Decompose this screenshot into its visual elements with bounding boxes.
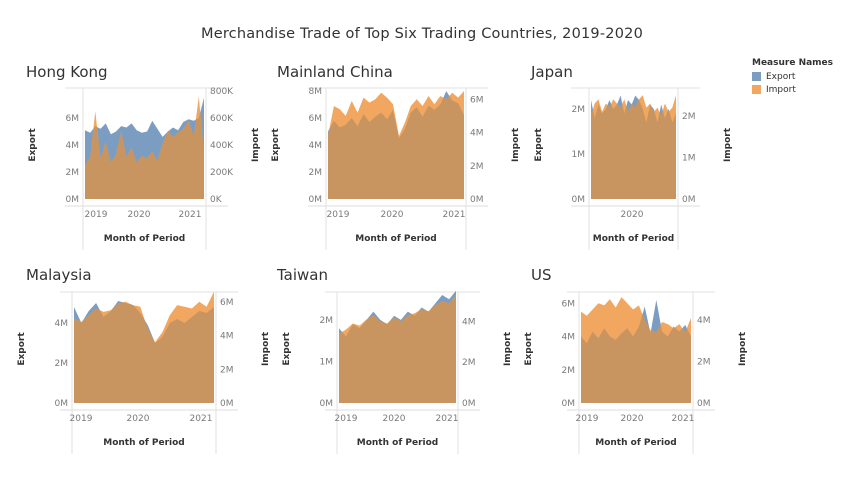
y-left-title-us: Export [524, 332, 534, 366]
y-right-tick-mainland-china-3: 6M [470, 95, 484, 105]
y-right-tick-us-0: 0M [697, 399, 711, 409]
x-tick-us-2: 2021 [672, 414, 695, 424]
y-left-tick-us-0: 0M [562, 399, 576, 409]
y-left-tick-us-3: 6M [562, 299, 576, 309]
y-right-tick-hong-kong-0: 0K [210, 195, 223, 205]
y-right-tick-japan-0: 0M [682, 195, 696, 205]
x-tick-hong-kong-1: 2020 [128, 210, 151, 220]
y-right-tick-us-1: 2M [697, 357, 711, 367]
y-right-tick-malaysia-0: 0M [220, 399, 234, 409]
y-left-tick-us-1: 2M [562, 366, 576, 376]
x-tick-hong-kong-2: 2021 [179, 210, 202, 220]
y-left-tick-hong-kong-3: 6M [66, 114, 80, 124]
x-title-malaysia: Month of Period [103, 438, 184, 448]
y-right-tick-malaysia-1: 2M [220, 365, 234, 375]
y-right-tick-taiwan-0: 0M [462, 399, 476, 409]
legend-label-export: Export [766, 71, 796, 82]
y-left-tick-mainland-china-0: 0M [309, 195, 323, 205]
x-tick-taiwan-2: 2021 [436, 414, 459, 424]
y-right-title-taiwan: Import [503, 331, 513, 366]
x-tick-taiwan-0: 2019 [335, 414, 358, 424]
x-tick-mainland-china-2: 2021 [443, 210, 466, 220]
y-right-tick-malaysia-3: 6M [220, 298, 234, 308]
overlap-area-malaysia [74, 301, 214, 403]
y-right-tick-japan-2: 2M [682, 112, 696, 122]
x-tick-mainland-china-1: 2020 [381, 210, 404, 220]
y-right-tick-us-2: 4M [697, 316, 711, 326]
panel-title-taiwan: Taiwan [277, 266, 329, 284]
x-title-japan: Month of Period [593, 234, 674, 244]
overlap-area-us [581, 300, 691, 403]
y-left-tick-mainland-china-3: 6M [309, 114, 323, 124]
y-right-title-japan: Import [723, 127, 733, 162]
y-left-tick-hong-kong-2: 4M [66, 141, 80, 151]
legend: Measure Names Export Import [752, 58, 833, 96]
y-left-title-hong-kong: Export [28, 128, 38, 162]
y-left-title-malaysia: Export [17, 332, 27, 366]
y-left-tick-malaysia-1: 2M [55, 359, 69, 369]
chart-title: Merchandise Trade of Top Six Trading Cou… [200, 26, 643, 42]
panel-title-hong-kong: Hong Kong [26, 63, 108, 81]
y-left-tick-hong-kong-0: 0M [66, 195, 80, 205]
x-tick-us-0: 2019 [576, 414, 599, 424]
legend-label-import: Import [766, 84, 796, 95]
x-title-taiwan: Month of Period [357, 438, 438, 448]
y-right-tick-hong-kong-2: 400K [210, 141, 234, 151]
panel-title-us: US [531, 266, 552, 284]
y-right-tick-mainland-china-0: 0M [470, 195, 484, 205]
x-tick-us-1: 2020 [621, 414, 644, 424]
y-left-tick-malaysia-2: 4M [55, 319, 69, 329]
y-left-tick-hong-kong-1: 2M [66, 168, 80, 178]
y-left-tick-taiwan-1: 1M [320, 357, 334, 367]
legend-item-export[interactable]: Export [752, 70, 833, 83]
y-right-title-us: Import [738, 331, 748, 366]
y-right-tick-taiwan-2: 4M [462, 317, 476, 327]
y-left-tick-mainland-china-2: 4M [309, 141, 323, 151]
y-left-tick-us-2: 4M [562, 333, 576, 343]
y-left-title-taiwan: Export [282, 332, 292, 366]
y-right-tick-hong-kong-3: 600K [210, 114, 234, 124]
y-left-title-mainland-china: Export [271, 128, 281, 162]
y-right-tick-hong-kong-1: 200K [210, 168, 234, 178]
x-title-hong-kong: Month of Period [104, 234, 185, 244]
y-left-tick-japan-2: 2M [572, 105, 586, 115]
y-right-tick-mainland-china-2: 4M [470, 129, 484, 139]
y-right-tick-malaysia-2: 4M [220, 332, 234, 342]
legend-title: Measure Names [752, 58, 834, 68]
y-left-tick-mainland-china-1: 2M [309, 168, 323, 178]
y-left-tick-japan-1: 1M [572, 150, 586, 160]
overlap-area-mainland-china [328, 91, 464, 199]
x-tick-mainland-china-0: 2019 [327, 210, 350, 220]
x-tick-malaysia-0: 2019 [70, 414, 93, 424]
y-right-title-malaysia: Import [261, 331, 271, 366]
x-title-mainland-china: Month of Period [355, 234, 436, 244]
legend-swatch-import [752, 85, 761, 94]
legend-swatch-export [752, 72, 761, 81]
y-right-tick-japan-1: 1M [682, 153, 696, 163]
y-right-title-mainland-china: Import [511, 127, 521, 162]
x-tick-malaysia-2: 2021 [190, 414, 213, 424]
y-right-tick-taiwan-1: 2M [462, 358, 476, 368]
y-left-title-japan: Export [534, 128, 544, 162]
y-left-tick-taiwan-0: 0M [320, 399, 334, 409]
panel-title-japan: Japan [531, 63, 573, 81]
x-title-us: Month of Period [595, 438, 676, 448]
x-tick-malaysia-1: 2020 [127, 414, 150, 424]
panel-title-mainland-china: Mainland China [277, 63, 393, 81]
overlap-area-japan [591, 95, 676, 199]
overlap-area-taiwan [339, 295, 456, 403]
y-left-tick-mainland-china-4: 8M [309, 87, 323, 97]
y-right-title-hong-kong: Import [251, 127, 261, 162]
y-left-tick-malaysia-0: 0M [55, 399, 69, 409]
panel-title-malaysia: Malaysia [26, 266, 92, 284]
legend-item-import[interactable]: Import [752, 83, 833, 96]
y-left-tick-japan-0: 0M [572, 195, 586, 205]
x-tick-japan-0: 2020 [621, 210, 644, 220]
y-right-tick-mainland-china-1: 2M [470, 162, 484, 172]
x-tick-hong-kong-0: 2019 [85, 210, 108, 220]
y-right-tick-hong-kong-4: 800K [210, 87, 234, 97]
y-left-tick-taiwan-2: 2M [320, 316, 334, 326]
x-tick-taiwan-1: 2020 [383, 414, 406, 424]
